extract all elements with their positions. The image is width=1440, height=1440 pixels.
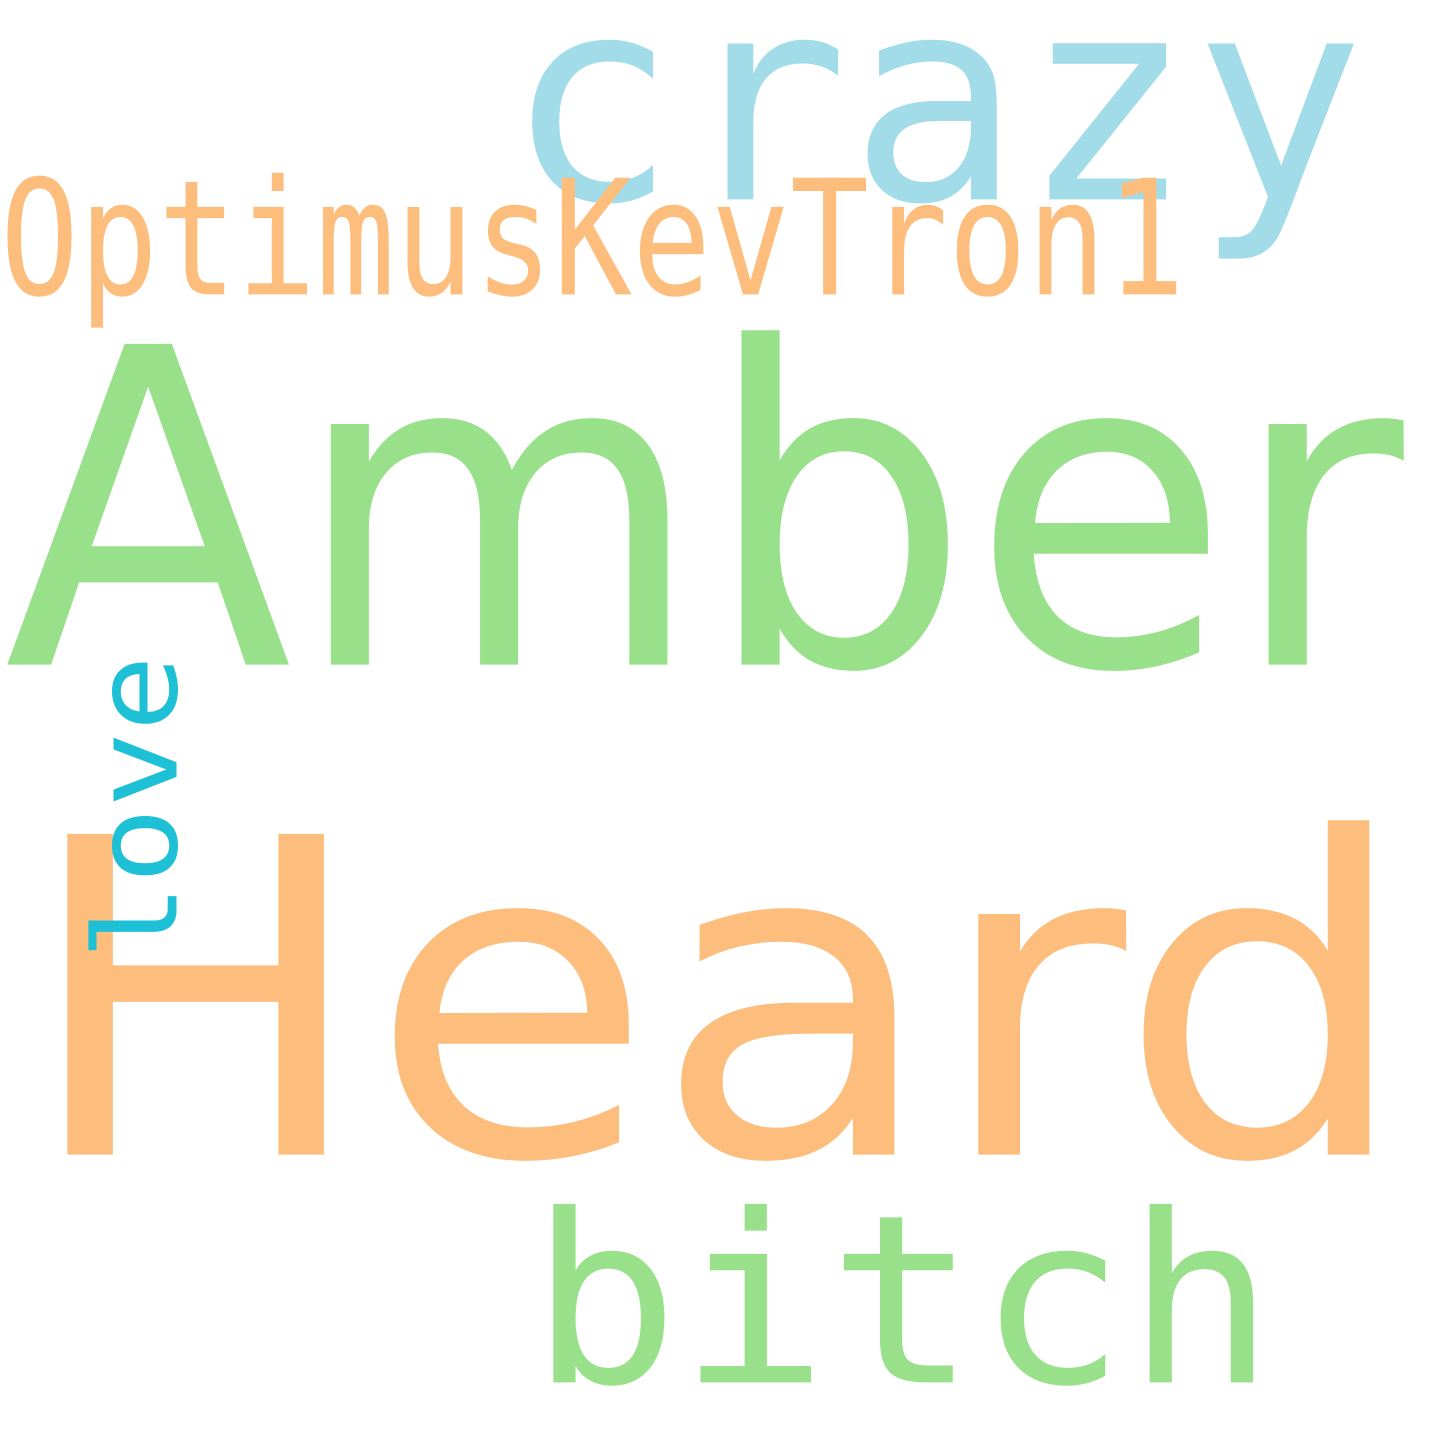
word-amber: Amber <box>4 255 1404 771</box>
word-optimuskevtron1: OptimusKevTron1 <box>0 145 1186 333</box>
word-bitch: bitch <box>530 1163 1276 1439</box>
word-crazy: crazy <box>505 0 1366 268</box>
word-love: love <box>69 655 205 960</box>
word-heard: Heard <box>22 745 1412 1261</box>
